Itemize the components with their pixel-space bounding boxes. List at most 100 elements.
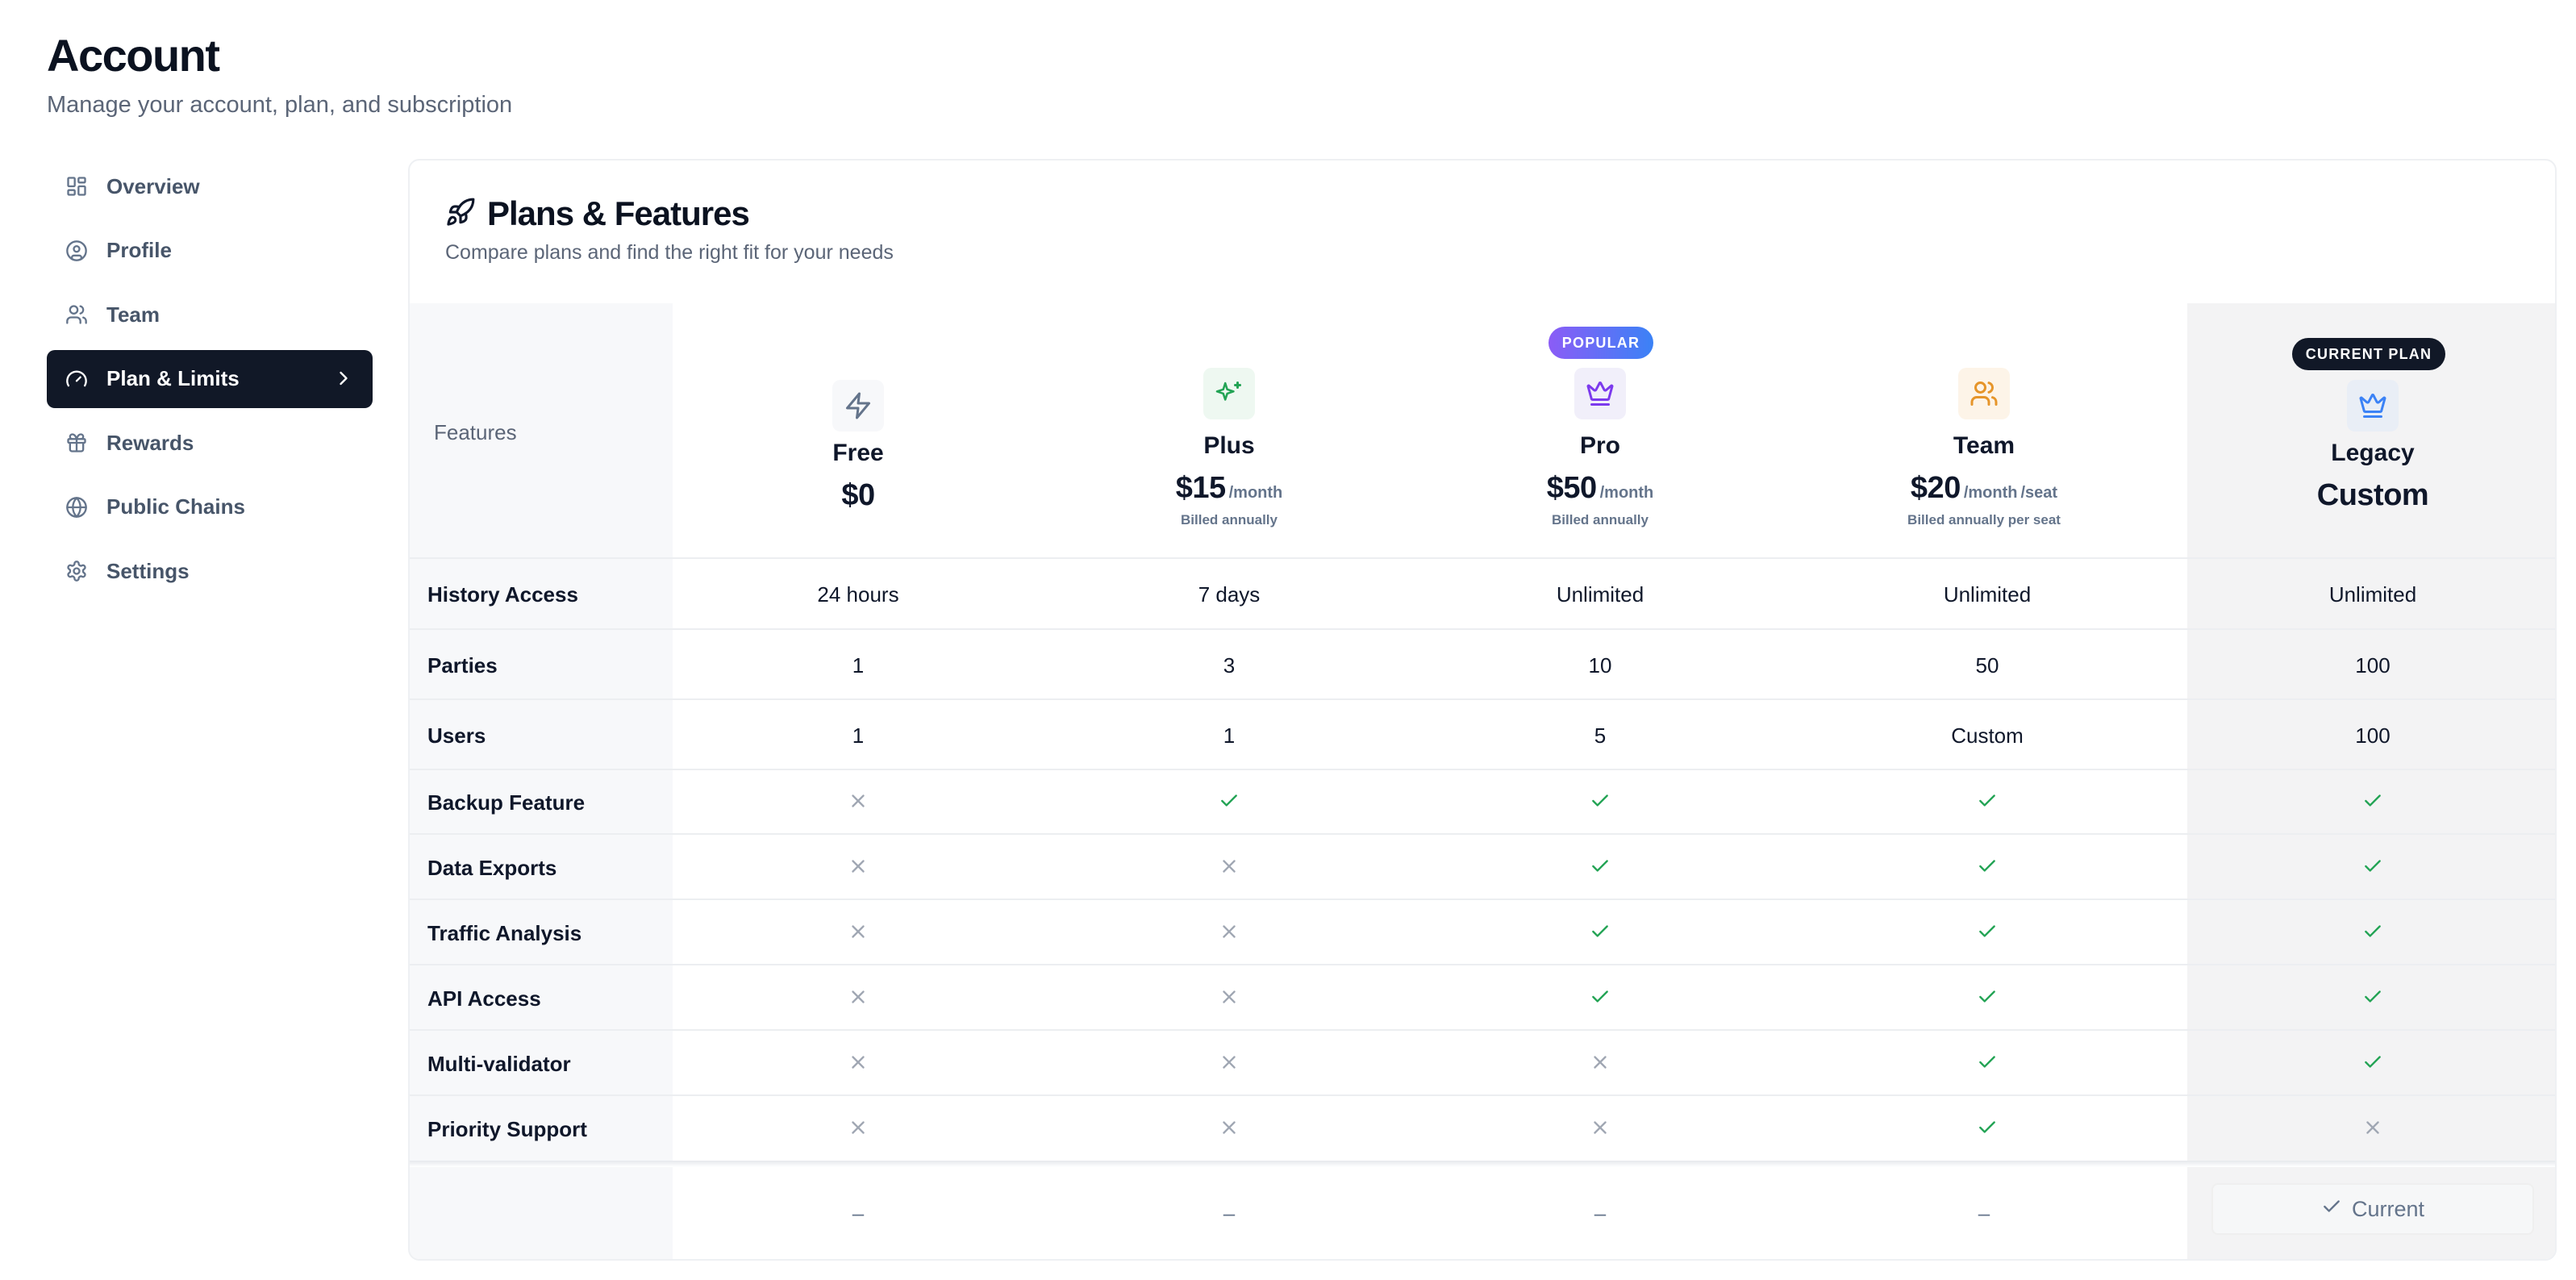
plan-header-pro: Pro $50 /month Billed annually	[1415, 368, 1786, 528]
crown-icon	[1574, 368, 1626, 419]
check-icon	[1802, 921, 2173, 948]
cell-legacy: 100	[2355, 723, 2391, 748]
feature-label: Data Exports	[427, 855, 557, 880]
check-icon	[1802, 1052, 2173, 1078]
feature-label: Backup Feature	[427, 790, 586, 815]
gift-icon	[65, 431, 89, 455]
current-plan-badge: CURRENT PLAN	[2292, 338, 2445, 370]
plan-period: /month	[1228, 484, 1283, 502]
sidebar-item-public-chains[interactable]: Public Chains	[47, 478, 373, 536]
current-plan-button[interactable]: Current	[2211, 1183, 2534, 1235]
plan-price: $0	[841, 478, 875, 512]
cross-icon	[673, 921, 1044, 948]
sidebar-item-label: Public Chains	[106, 494, 245, 519]
globe-icon	[65, 495, 89, 519]
cell-free: 1	[852, 653, 865, 678]
check-icon	[2187, 921, 2555, 948]
plan-header-team: Team $20 /month /seat Billed annually pe…	[1790, 368, 2178, 528]
crown-icon	[2347, 380, 2399, 432]
table-row: Users 1 1 5 Custom 100	[410, 698, 2555, 769]
plan-billing-note: Billed annually	[1181, 512, 1278, 527]
sidebar-item-plan-limits[interactable]: Plan & Limits	[47, 349, 373, 408]
users-icon	[65, 302, 89, 327]
plan-header-legacy: Legacy Custom	[2187, 380, 2555, 513]
plan-name: Team	[1953, 432, 2015, 459]
cross-icon	[1044, 986, 1415, 1013]
cross-icon	[673, 790, 1044, 817]
check-icon	[2187, 790, 2555, 817]
check-icon	[1044, 790, 1415, 817]
feature-label: Parties	[427, 653, 498, 678]
cell-free: 24 hours	[817, 582, 899, 607]
cross-icon	[673, 1052, 1044, 1078]
check-icon	[1802, 856, 2173, 882]
sidebar-item-settings[interactable]: Settings	[47, 542, 373, 600]
sidebar-item-label: Overview	[106, 173, 200, 198]
chevron-right-icon	[332, 367, 355, 395]
plan-name: Legacy	[2331, 440, 2415, 466]
cell-pro: 10	[1588, 653, 1612, 678]
plan-price: $15	[1175, 471, 1226, 505]
current-plan-button-label: Current	[2351, 1196, 2425, 1221]
cell-pro: 5	[1594, 723, 1607, 748]
plan-name: Free	[832, 440, 884, 466]
feature-label: Multi-validator	[427, 1051, 571, 1076]
cross-icon	[1044, 856, 1415, 882]
cell-team: Custom	[1951, 723, 2024, 748]
feature-label: Priority Support	[427, 1117, 587, 1141]
plan-price: Custom	[2316, 478, 2429, 512]
sidebar-item-overview[interactable]: Overview	[47, 157, 373, 215]
cross-icon	[673, 986, 1044, 1013]
grid-icon	[65, 174, 89, 198]
check-icon	[2187, 856, 2555, 882]
page-title: Account	[47, 30, 220, 81]
rocket-icon	[445, 197, 476, 231]
plans-features-card: Plans & Features Compare plans and find …	[408, 159, 2557, 1261]
plan-period-seat: /seat	[2020, 484, 2058, 502]
card-title: Plans & Features	[445, 194, 750, 233]
current-plan-column-highlight	[2187, 303, 2555, 1259]
cell-plus: 3	[1223, 653, 1236, 678]
cross-icon	[673, 1117, 1044, 1144]
cell-legacy: Unlimited	[2328, 582, 2417, 607]
cross-icon	[1415, 1052, 1786, 1078]
table-row: History Access 24 hours 7 days Unlimited Unl…	[410, 557, 2555, 628]
check-icon	[2187, 986, 2555, 1013]
features-column-background	[410, 303, 673, 1259]
plan-action-free: –	[852, 1201, 865, 1225]
plan-billing-note: Billed annually	[1552, 512, 1649, 527]
features-column-header: Features	[434, 420, 517, 444]
bolt-icon	[832, 380, 884, 432]
check-icon	[1415, 856, 1786, 882]
feature-label: API Access	[427, 986, 541, 1011]
cross-icon	[673, 856, 1044, 882]
plan-action-team: –	[1978, 1201, 1990, 1225]
popular-badge: POPULAR	[1549, 327, 1653, 359]
table-row: Backup Feature	[410, 769, 2555, 833]
cross-icon	[2187, 1117, 2555, 1144]
plan-action-pro: –	[1594, 1201, 1607, 1225]
cross-icon	[1044, 1117, 1415, 1144]
sidebar-item-label: Settings	[106, 558, 190, 583]
table-row: Multi-validator	[410, 1029, 2555, 1094]
check-icon	[1415, 921, 1786, 948]
footer-divider	[410, 1161, 2555, 1167]
feature-label: History Access	[427, 582, 578, 607]
cell-plus: 7 days	[1198, 582, 1261, 607]
check-icon	[1415, 790, 1786, 817]
check-icon	[1802, 1117, 2173, 1144]
sparkles-icon	[1203, 368, 1255, 419]
plan-header-free: Free $0	[673, 380, 1044, 513]
table-row: Parties 1 3 10 50 100	[410, 628, 2555, 698]
cross-icon	[1415, 1117, 1786, 1144]
table-row: API Access	[410, 964, 2555, 1029]
check-icon	[1802, 790, 2173, 817]
sidebar-item-rewards[interactable]: Rewards	[47, 414, 373, 472]
plan-name: Plus	[1203, 432, 1255, 459]
sidebar-item-team[interactable]: Team	[47, 286, 373, 344]
sidebar-item-profile[interactable]: Profile	[47, 222, 373, 280]
cross-icon	[1044, 921, 1415, 948]
gauge-icon	[65, 367, 89, 391]
plan-price: $20	[1910, 471, 1961, 505]
